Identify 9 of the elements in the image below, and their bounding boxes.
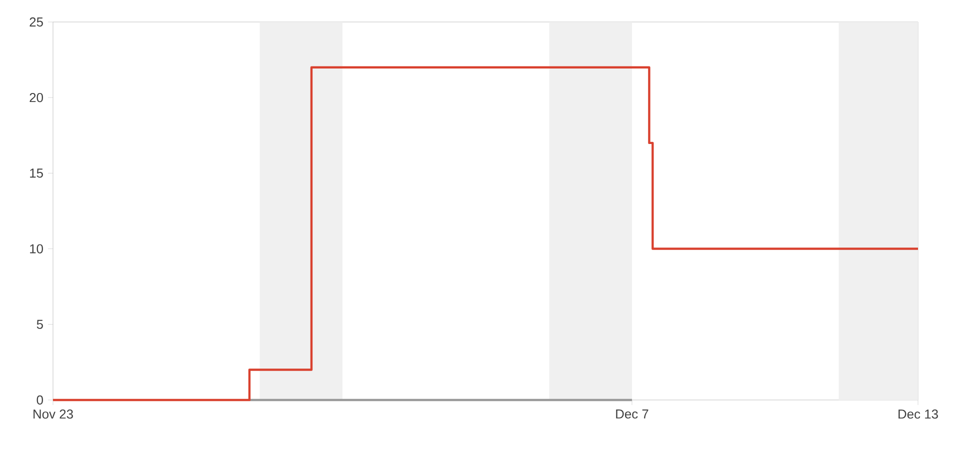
x-tick-label: Dec 7 xyxy=(616,410,648,419)
y-tick-label: 25 xyxy=(30,17,43,27)
y-tick-label: 15 xyxy=(30,168,43,178)
x-tick-label: Nov 23 xyxy=(34,410,73,419)
y-tick-label: 20 xyxy=(30,92,43,102)
y-tick-label: 0 xyxy=(36,395,43,405)
y-tick-label: 10 xyxy=(30,244,43,254)
y-tick-label: 5 xyxy=(36,320,43,329)
x-tick-label: Dec 13 xyxy=(898,410,938,419)
